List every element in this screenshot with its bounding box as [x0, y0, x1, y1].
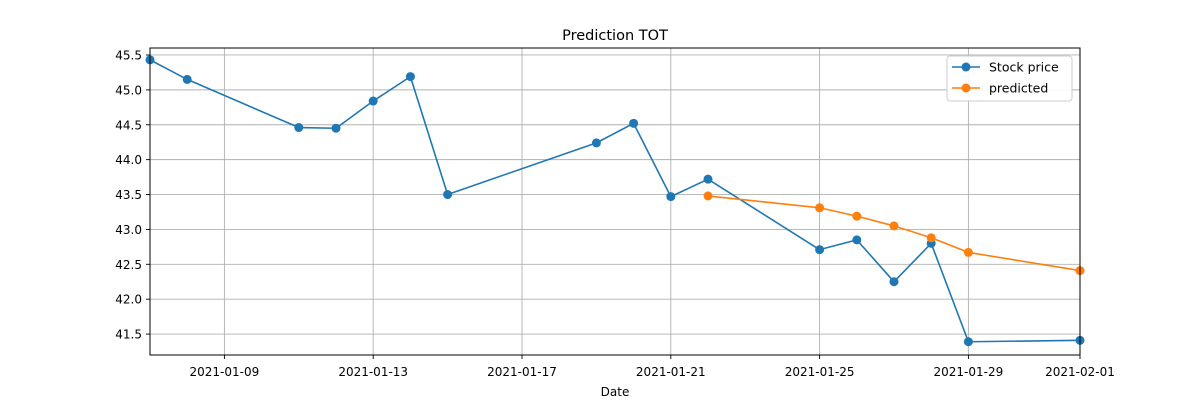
x-tick-label: 2021-01-09 — [190, 365, 260, 379]
legend-label-predicted: predicted — [989, 81, 1048, 96]
x-tick-label: 2021-01-17 — [487, 365, 557, 379]
data-point — [703, 174, 713, 184]
grid-lines — [150, 48, 1081, 355]
y-tick-label: 42.0 — [115, 293, 142, 307]
chart-title: Prediction TOT — [562, 28, 668, 44]
x-tick-label: 2021-01-29 — [934, 365, 1004, 379]
x-tick-label: 2021-01-13 — [338, 365, 408, 379]
data-point — [443, 190, 453, 200]
data-point — [405, 72, 415, 82]
data-point — [815, 203, 825, 213]
legend: Stock price predicted — [946, 55, 1073, 102]
data-point — [926, 233, 936, 243]
data-point — [182, 74, 192, 84]
y-tick-label: 43.5 — [115, 188, 142, 202]
data-point — [368, 96, 378, 106]
data-point — [963, 337, 973, 347]
y-tick-label: 44.5 — [115, 118, 142, 132]
plot-frame — [149, 47, 1081, 356]
data-point — [852, 211, 862, 221]
x-axis-label: Date — [601, 385, 630, 399]
y-tick-label: 41.5 — [115, 328, 142, 342]
y-tick-label: 44.0 — [115, 153, 142, 167]
series-predicted — [703, 191, 1085, 276]
legend-label-stock: Stock price — [989, 60, 1059, 75]
legend-marker-predicted — [961, 83, 971, 93]
data-point — [294, 123, 304, 133]
y-tick-label: 45.5 — [115, 48, 142, 62]
data-point — [629, 118, 639, 128]
data-point — [703, 191, 713, 201]
x-tick-label: 2021-02-01 — [1045, 365, 1115, 379]
data-point — [591, 138, 601, 148]
x-tick-label: 2021-01-25 — [785, 365, 855, 379]
data-point — [815, 245, 825, 255]
y-tick-label: 43.0 — [115, 223, 142, 237]
axis-ticks: 2021-01-09 2021-01-13 2021-01-17 2021-01-21… — [115, 48, 1115, 379]
data-point — [889, 221, 899, 231]
data-point — [852, 235, 862, 245]
data-point — [963, 247, 973, 257]
data-point — [666, 192, 676, 202]
x-tick-label: 2021-01-21 — [636, 365, 706, 379]
y-tick-label: 45.0 — [115, 83, 142, 97]
data-point — [331, 123, 341, 133]
y-tick-label: 42.5 — [115, 258, 142, 272]
legend-marker-stock — [961, 62, 971, 72]
data-point — [889, 277, 899, 287]
